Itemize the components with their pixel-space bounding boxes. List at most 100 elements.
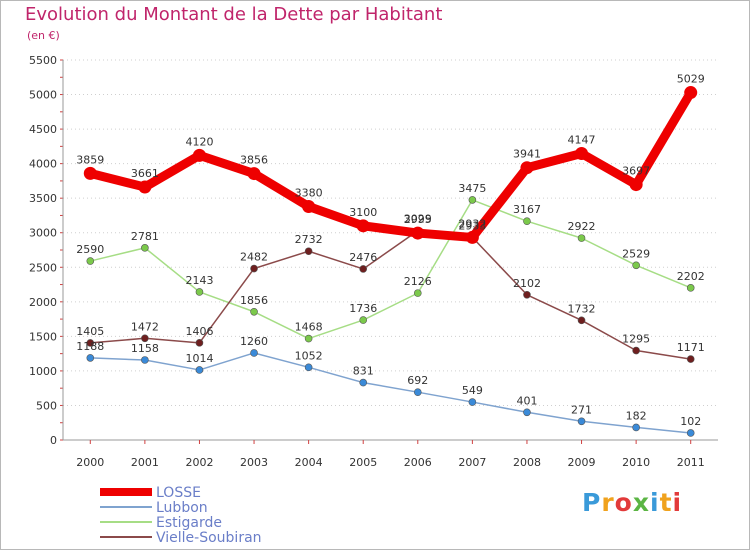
data-label-vielle-soubiran: 2933 bbox=[458, 219, 486, 232]
point-vielle-soubiran bbox=[577, 316, 586, 325]
proxiti-logo: Proxiti bbox=[582, 488, 682, 517]
data-label-estigarde: 3167 bbox=[513, 203, 541, 216]
point-estigarde bbox=[304, 334, 313, 343]
y-tick-label: 3500 bbox=[29, 192, 57, 205]
data-label-lubbon: 271 bbox=[571, 403, 592, 416]
data-label-vielle-soubiran: 1295 bbox=[622, 333, 650, 346]
data-label-lubbon: 831 bbox=[353, 365, 374, 378]
x-tick-label: 2005 bbox=[349, 456, 377, 469]
series-line-estigarde bbox=[89, 199, 692, 340]
series-line-vielle-soubiran bbox=[89, 229, 692, 360]
series-line-lubbon bbox=[89, 352, 692, 434]
point-losse bbox=[465, 230, 479, 244]
data-label-losse: 3100 bbox=[349, 206, 377, 219]
y-tick-label: 2000 bbox=[29, 296, 57, 309]
data-label-vielle-soubiran: 2476 bbox=[349, 251, 377, 264]
x-tick-label: 2000 bbox=[76, 456, 104, 469]
point-losse bbox=[356, 219, 370, 233]
point-estigarde bbox=[523, 217, 531, 225]
y-tick-label: 1500 bbox=[29, 330, 57, 343]
point-losse bbox=[192, 148, 206, 162]
data-label-vielle-soubiran: 1732 bbox=[568, 302, 596, 315]
data-label-vielle-soubiran: 2102 bbox=[513, 277, 541, 290]
y-tick-label: 5500 bbox=[29, 54, 57, 67]
data-label-losse: 3380 bbox=[295, 186, 323, 199]
data-label-vielle-soubiran: 2482 bbox=[240, 251, 268, 264]
data-label-vielle-soubiran: 3029 bbox=[404, 213, 432, 226]
legend-label-estigarde: Estigarde bbox=[156, 515, 222, 531]
data-label-vielle-soubiran: 1405 bbox=[76, 325, 104, 338]
logo-letter: r bbox=[601, 488, 615, 517]
axes: 0 500 1000 1500 2000 2500 3000 3500 4000 4500 5000… bbox=[29, 54, 718, 469]
point-vielle-soubiran bbox=[195, 339, 204, 347]
y-tick-label: 1000 bbox=[29, 365, 57, 378]
point-estigarde bbox=[413, 289, 422, 297]
point-vielle-soubiran bbox=[686, 355, 695, 363]
data-label-losse: 3859 bbox=[76, 153, 104, 166]
point-losse bbox=[520, 161, 534, 175]
legend-label-lubbon: Lubbon bbox=[156, 500, 208, 516]
data-label-lubbon: 692 bbox=[407, 374, 428, 387]
point-lubbon bbox=[686, 429, 695, 437]
data-label-estigarde: 3475 bbox=[458, 182, 486, 195]
point-losse bbox=[83, 166, 97, 180]
y-tick-label: 3000 bbox=[29, 227, 57, 240]
x-tick-label: 2004 bbox=[295, 456, 323, 469]
point-estigarde bbox=[359, 316, 368, 324]
point-lubbon bbox=[141, 356, 149, 364]
point-lubbon bbox=[413, 388, 422, 396]
data-label-estigarde: 2590 bbox=[76, 243, 104, 256]
x-tick-label: 2009 bbox=[568, 456, 596, 469]
legend-label-vielle-soubiran: Vielle-Soubiran bbox=[156, 530, 262, 546]
point-vielle-soubiran bbox=[86, 339, 95, 347]
point-lubbon bbox=[195, 366, 204, 374]
point-estigarde bbox=[468, 196, 477, 204]
data-label-estigarde: 2126 bbox=[404, 275, 432, 288]
point-losse bbox=[629, 178, 643, 192]
logo-letter: i bbox=[672, 488, 683, 517]
point-estigarde bbox=[632, 261, 640, 270]
x-tick-label: 2007 bbox=[458, 456, 486, 469]
point-losse bbox=[247, 167, 261, 181]
point-vielle-soubiran bbox=[523, 290, 531, 299]
x-tick-label: 2003 bbox=[240, 456, 268, 469]
point-vielle-soubiran bbox=[632, 346, 640, 355]
logo-letter: x bbox=[632, 488, 650, 517]
point-estigarde bbox=[686, 284, 695, 292]
data-label-losse: 2995 bbox=[404, 213, 432, 226]
data-label-vielle-soubiran: 1171 bbox=[677, 341, 705, 354]
data-label-losse: 5029 bbox=[677, 73, 705, 86]
data-label-estigarde: 2922 bbox=[568, 220, 596, 233]
point-lubbon bbox=[250, 349, 258, 357]
data-label-losse: 4147 bbox=[568, 133, 596, 146]
chart-unit-label: (en €) bbox=[27, 29, 60, 42]
data-label-estigarde: 1856 bbox=[240, 294, 268, 307]
y-tick-label: 0 bbox=[50, 434, 57, 447]
data-label-lubbon: 102 bbox=[680, 415, 701, 428]
data-label-losse: 3856 bbox=[240, 154, 268, 167]
data-label-lubbon: 1014 bbox=[185, 352, 213, 365]
point-vielle-soubiran bbox=[141, 334, 149, 343]
y-tick-label: 4000 bbox=[29, 158, 57, 171]
y-tick-label: 500 bbox=[36, 399, 57, 412]
point-losse bbox=[411, 226, 425, 240]
x-tick-label: 2011 bbox=[677, 456, 705, 469]
point-lubbon bbox=[468, 398, 477, 406]
data-label-losse: 4120 bbox=[185, 135, 213, 148]
legend-label-losse: LOSSE bbox=[156, 485, 201, 501]
point-vielle-soubiran bbox=[250, 264, 258, 273]
x-tick-label: 2010 bbox=[622, 456, 650, 469]
data-label-losse: 3941 bbox=[513, 148, 541, 161]
data-label-estigarde: 2781 bbox=[131, 230, 159, 243]
x-tick-label: 2001 bbox=[131, 456, 159, 469]
data-label-estigarde: 2143 bbox=[185, 274, 213, 287]
y-tick-label: 5000 bbox=[29, 89, 57, 102]
point-estigarde bbox=[141, 244, 149, 252]
point-vielle-soubiran bbox=[359, 265, 368, 273]
data-label-estigarde: 1736 bbox=[349, 302, 377, 315]
data-label-estigarde: 1468 bbox=[295, 321, 323, 334]
x-tick-label: 2002 bbox=[185, 456, 213, 469]
point-estigarde bbox=[195, 288, 204, 296]
